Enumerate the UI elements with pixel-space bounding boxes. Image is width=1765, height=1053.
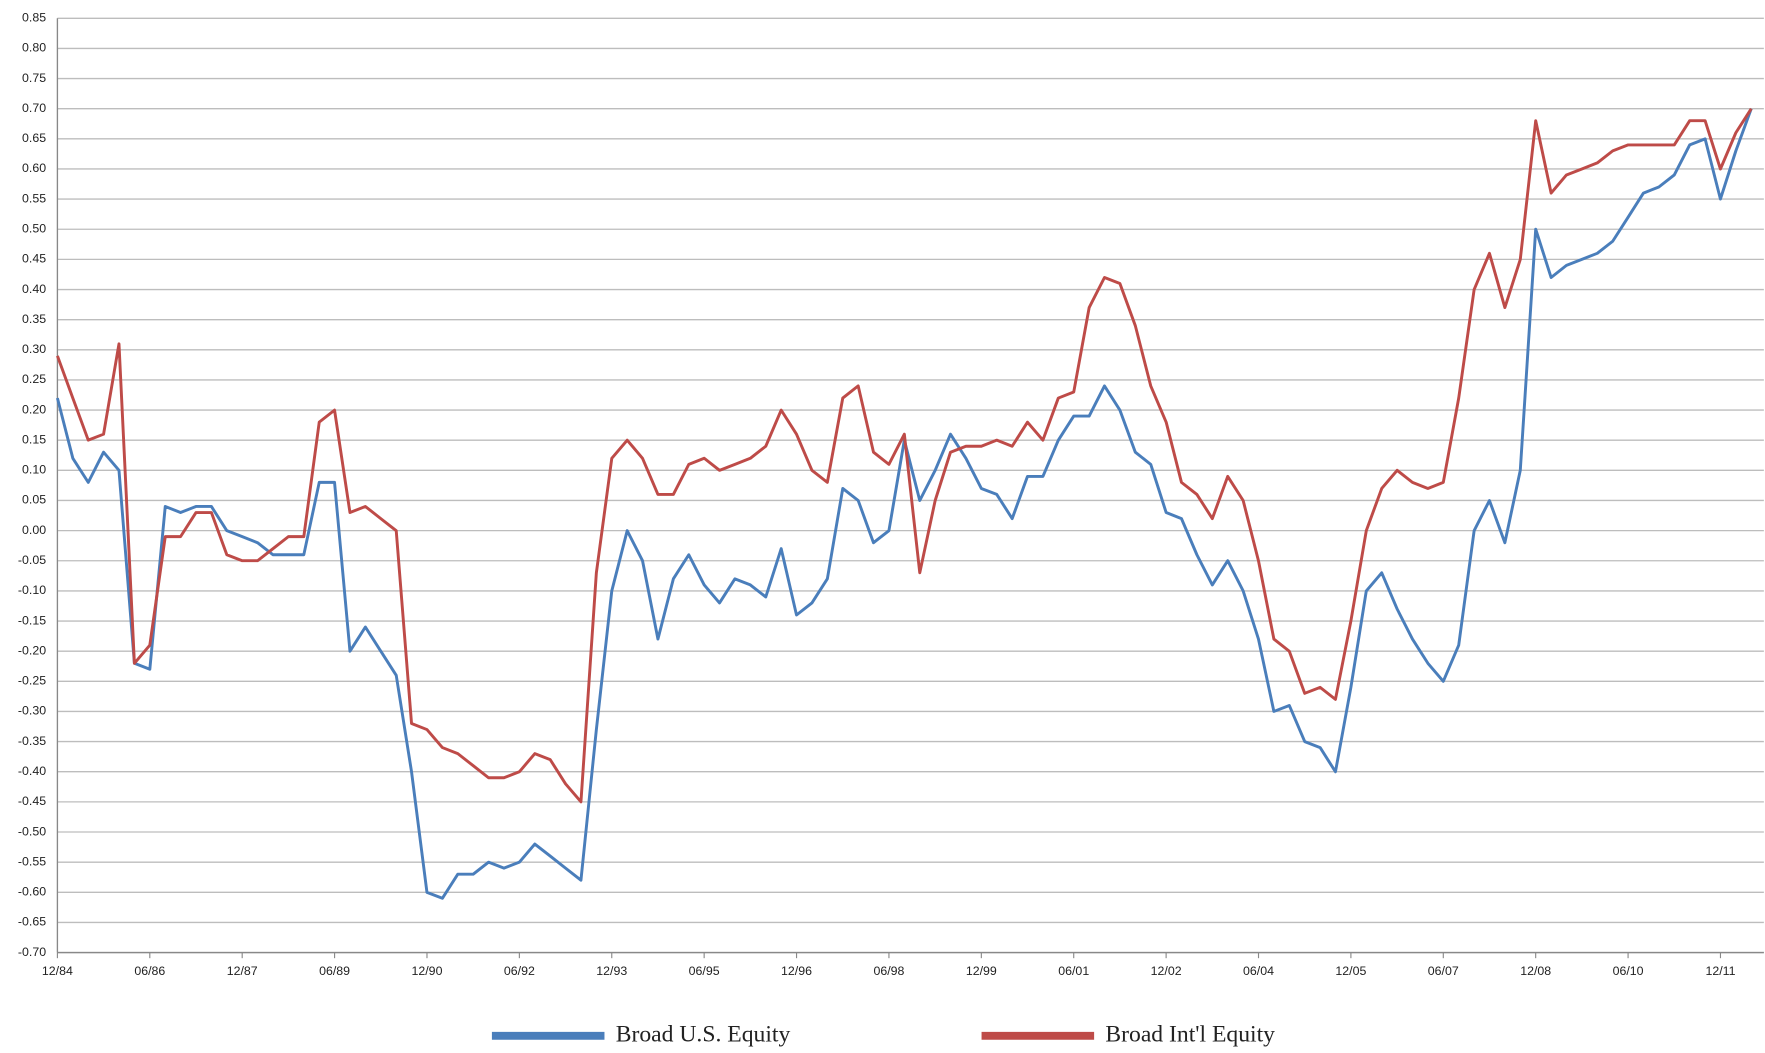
y-tick-label: -0.45 <box>18 794 46 808</box>
legend-label: Broad U.S. Equity <box>616 1021 791 1047</box>
x-tick-label: 06/07 <box>1428 964 1459 978</box>
y-tick-label: 0.70 <box>22 101 46 115</box>
y-tick-label: 0.80 <box>22 41 46 55</box>
x-tick-label: 06/89 <box>319 964 350 978</box>
y-tick-label: 0.15 <box>22 432 46 446</box>
y-tick-label: -0.35 <box>18 734 46 748</box>
x-tick-label: 12/90 <box>411 964 442 978</box>
x-tick-label: 06/04 <box>1243 964 1274 978</box>
y-tick-label: -0.60 <box>18 885 46 899</box>
y-tick-label: 0.55 <box>22 191 46 205</box>
x-tick-label: 12/93 <box>596 964 627 978</box>
y-tick-label: -0.10 <box>18 583 46 597</box>
x-tick-label: 06/98 <box>873 964 904 978</box>
y-tick-label: 0.50 <box>22 222 46 236</box>
x-tick-label: 12/87 <box>227 964 258 978</box>
y-tick-label: -0.50 <box>18 824 46 838</box>
x-tick-label: 12/05 <box>1335 964 1366 978</box>
y-tick-label: -0.55 <box>18 854 46 868</box>
y-tick-label: 0.10 <box>22 463 46 477</box>
y-tick-label: -0.20 <box>18 643 46 657</box>
y-tick-label: -0.15 <box>18 613 46 627</box>
x-tick-label: 06/10 <box>1613 964 1644 978</box>
x-tick-label: 12/84 <box>42 964 73 978</box>
x-tick-label: 12/08 <box>1520 964 1551 978</box>
x-tick-label: 06/92 <box>504 964 535 978</box>
y-tick-label: 0.20 <box>22 402 46 416</box>
y-tick-label: 0.25 <box>22 372 46 386</box>
y-tick-label: 0.00 <box>22 523 46 537</box>
y-tick-label: 0.40 <box>22 282 46 296</box>
y-tick-label: -0.70 <box>18 945 46 959</box>
y-tick-label: 0.05 <box>22 493 46 507</box>
y-tick-label: 0.30 <box>22 342 46 356</box>
y-tick-label: -0.05 <box>18 553 46 567</box>
y-tick-label: -0.25 <box>18 674 46 688</box>
legend-label: Broad Int'l Equity <box>1105 1021 1275 1047</box>
y-tick-label: 0.45 <box>22 252 46 266</box>
x-tick-label: 12/99 <box>966 964 997 978</box>
y-tick-label: 0.60 <box>22 161 46 175</box>
x-tick-label: 06/95 <box>689 964 720 978</box>
x-tick-label: 06/01 <box>1058 964 1089 978</box>
y-tick-label: -0.40 <box>18 764 46 778</box>
x-tick-label: 12/11 <box>1705 964 1735 978</box>
y-tick-label: 0.65 <box>22 131 46 145</box>
y-tick-label: 0.35 <box>22 312 46 326</box>
x-tick-label: 06/86 <box>134 964 165 978</box>
y-tick-label: -0.65 <box>18 915 46 929</box>
y-tick-label: 0.75 <box>22 71 46 85</box>
x-tick-label: 12/02 <box>1151 964 1182 978</box>
series-line <box>55 108 1753 900</box>
series-line <box>56 107 1753 804</box>
x-tick-label: 12/96 <box>781 964 812 978</box>
y-tick-label: 0.85 <box>22 11 46 25</box>
y-tick-label: -0.30 <box>18 704 46 718</box>
